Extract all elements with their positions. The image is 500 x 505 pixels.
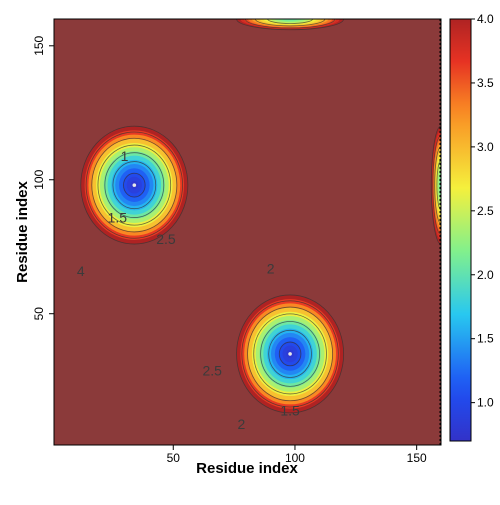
contour-line <box>267 19 314 24</box>
contour-label: 2.5 <box>202 362 222 378</box>
contour-line <box>432 135 441 235</box>
y-tick-label: 150 <box>32 35 46 55</box>
colorbar-tick-label: 1.5 <box>477 332 494 346</box>
x-tick-label: 150 <box>407 451 427 465</box>
contour-line <box>112 161 157 210</box>
contour-label: 2 <box>267 261 275 277</box>
colorbar: 1.0 1.5 2.0 2.5 3.0 3.5 4.0 <box>449 12 494 442</box>
contour-line <box>97 144 172 226</box>
y-tick-label: 50 <box>32 307 46 321</box>
contour-line <box>236 294 345 414</box>
y-axis-label: Residue index <box>14 180 31 282</box>
contour-label: 1.5 <box>280 403 300 419</box>
contour-line <box>430 125 441 245</box>
basin-4 <box>236 19 345 31</box>
x-tick-label: 100 <box>285 451 305 465</box>
plot-area: 1 1.5 2.5 4 2 2.5 1.5 2 <box>54 19 441 445</box>
basins-layer: 1 1.5 2.5 4 2 2.5 1.5 2 <box>77 19 441 432</box>
contour-line <box>260 321 320 387</box>
contour-label: 2.5 <box>156 231 176 247</box>
contour-line <box>268 329 312 378</box>
contour-line <box>244 19 336 29</box>
colorbar-tick-label: 3.0 <box>477 140 494 154</box>
contour-line <box>104 152 165 218</box>
contour-label: 1 <box>121 148 129 164</box>
y-tick-label: 100 <box>32 169 46 189</box>
contour-line <box>253 313 327 395</box>
contour-label: 2 <box>238 416 246 432</box>
contour-label: 4 <box>77 263 85 279</box>
colorbar-bar <box>449 18 472 442</box>
minimum-marker <box>132 183 137 187</box>
colorbar-tick-label: 3.5 <box>477 76 494 90</box>
x-axis-label: Residue index <box>196 460 298 477</box>
basin-1 <box>80 125 189 245</box>
contour-line <box>236 19 345 31</box>
colorbar-tick-label: 2.5 <box>477 204 494 218</box>
contour-line <box>247 306 334 402</box>
contour-line <box>436 159 441 211</box>
plot-frame <box>53 18 442 446</box>
contour-label: 1.5 <box>108 210 128 226</box>
contour-line <box>123 172 146 198</box>
contour-line <box>91 137 178 233</box>
axes: 50 100 150 50 100 150 <box>32 18 442 465</box>
contour-line <box>85 131 183 239</box>
contour-line <box>80 125 189 245</box>
minimum-marker <box>288 352 292 356</box>
colorbar-tick-label: 1.0 <box>477 396 494 410</box>
colorbar-tick-label: 2.0 <box>477 268 494 282</box>
contour-line <box>254 19 326 27</box>
contour-line <box>241 300 339 408</box>
basin-3 <box>430 125 441 245</box>
contour-line <box>278 341 302 367</box>
x-tick-label: 50 <box>167 451 181 465</box>
colorbar-tick-label: 4.0 <box>477 12 494 26</box>
